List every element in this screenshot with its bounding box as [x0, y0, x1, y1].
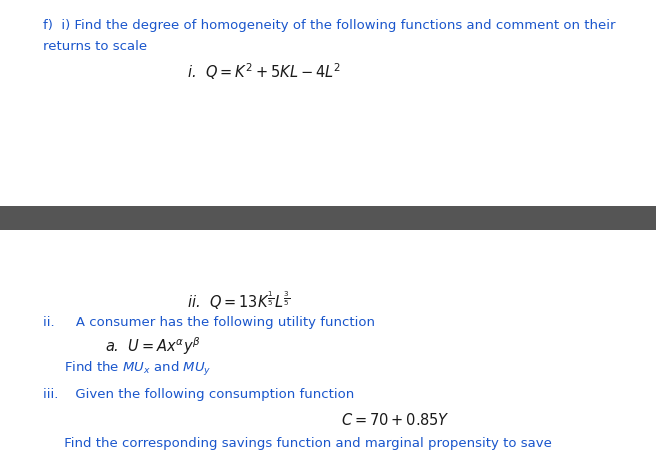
Text: ii.     A consumer has the following utility function: ii. A consumer has the following utility…: [43, 316, 375, 329]
Text: i.  $Q = K^2 + 5KL - 4L^2$: i. $Q = K^2 + 5KL - 4L^2$: [187, 61, 341, 82]
Text: Find the $MU_x$ and $MU_y$: Find the $MU_x$ and $MU_y$: [43, 360, 211, 378]
Bar: [0, 206, 656, 230]
Text: a.  $U = Ax^{\alpha}y^{\beta}$: a. $U = Ax^{\alpha}y^{\beta}$: [105, 335, 201, 356]
Text: $C = 70 + 0.85Y$: $C = 70 + 0.85Y$: [341, 412, 450, 428]
Text: Find the corresponding savings function and marginal propensity to save: Find the corresponding savings function …: [43, 437, 552, 450]
Text: ii.  $Q = 13K^{\frac{1}{5}}L^{\frac{3}{5}}$: ii. $Q = 13K^{\frac{1}{5}}L^{\frac{3}{5}…: [187, 289, 290, 311]
Text: returns to scale: returns to scale: [43, 40, 147, 53]
Text: iii.    Given the following consumption function: iii. Given the following consumption fun…: [43, 388, 354, 401]
Text: f)  i) Find the degree of homogeneity of the following functions and comment on : f) i) Find the degree of homogeneity of …: [43, 19, 615, 32]
